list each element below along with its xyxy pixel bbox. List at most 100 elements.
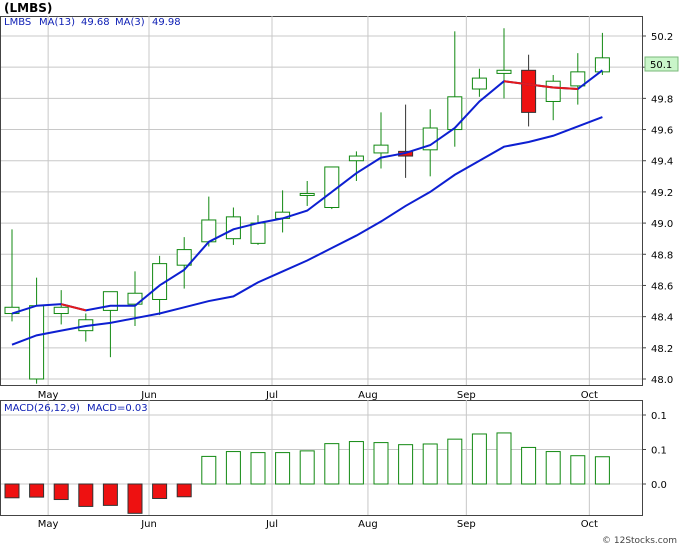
- macd-x-axis: May Jun Jul Aug Sep Oct: [38, 519, 598, 530]
- moving-averages: [11, 69, 604, 346]
- price-legend: LMBS MA(13) 49.68 MA(3) 49.98: [4, 17, 181, 28]
- candle: [201, 196, 217, 247]
- price-x-tick-label: Jul: [265, 390, 278, 401]
- price-y-axis: 48.0 48.2 48.4 48.6 48.8 49.0 49.2 49.4 49.6 49.8…: [642, 32, 673, 386]
- candle: [299, 180, 315, 206]
- candle-body: [447, 96, 463, 131]
- last-price-badge-box: [644, 56, 679, 72]
- candle: [176, 237, 192, 289]
- macd-x-tick-label: May: [38, 519, 59, 530]
- candle-body: [348, 155, 364, 162]
- macd-bar: [521, 446, 537, 485]
- ma13-line: [11, 116, 603, 346]
- macd-x-tick-label: Aug: [358, 519, 378, 530]
- macd-bar: [127, 483, 143, 514]
- price-y-tick-label: 48.0: [651, 375, 673, 386]
- macd-bar: [53, 483, 69, 501]
- price-y-tick-label: 48.2: [651, 344, 673, 355]
- candle: [496, 28, 512, 99]
- macd-bar: [250, 452, 266, 485]
- candle: [348, 151, 364, 181]
- price-panel: 48.0 48.2 48.4 48.6 48.8 49.0 49.2 49.4 49.6 49.8…: [0, 16, 679, 386]
- candle-body: [471, 77, 487, 90]
- price-y-tick-label: 49.6: [651, 126, 673, 137]
- price-y-tick-label: 48.4: [651, 313, 673, 324]
- ma3-down-segment: [503, 80, 578, 91]
- candle: [594, 32, 610, 75]
- last-price-badge-text: 50.1: [650, 60, 672, 71]
- macd-x-tick-label: Jul: [265, 519, 278, 530]
- macd-x-tick-label: Oct: [581, 519, 598, 530]
- macd-bar: [176, 483, 192, 498]
- macd-bar: [373, 442, 389, 485]
- macd-y-axis: 0.1 0.1 0.0: [642, 411, 667, 491]
- price-x-axis: May Jun Jul Aug Sep Oct: [38, 390, 598, 401]
- candle-body: [496, 69, 512, 74]
- price-x-tick-label: Oct: [581, 390, 598, 401]
- price-candles: [4, 28, 610, 384]
- macd-bar: [275, 452, 291, 485]
- candle: [471, 68, 487, 97]
- chart-title: (LMBS): [4, 1, 52, 15]
- macd-bar: [201, 455, 217, 485]
- macd-bar: [152, 483, 168, 499]
- price-y-tick-label: 48.6: [651, 281, 673, 292]
- candle: [53, 290, 69, 325]
- macd-legend-value: MACD=0.03: [87, 403, 148, 414]
- macd-bars: [4, 432, 610, 514]
- price-y-tick-label: 50.2: [651, 32, 673, 43]
- macd-bar: [496, 432, 512, 485]
- candle: [422, 109, 438, 177]
- candle-body: [53, 306, 69, 315]
- macd-bar: [545, 451, 561, 485]
- candle: [373, 112, 389, 169]
- legend-symbol: LMBS: [4, 17, 31, 28]
- price-panel-frame: [0, 16, 643, 386]
- price-x-tick-label: Jun: [140, 390, 157, 401]
- macd-y-tick-label: 0.1: [651, 411, 667, 422]
- legend-ma13-value: 49.68: [81, 17, 110, 28]
- macd-bar: [225, 451, 241, 485]
- price-x-tick-label: Sep: [457, 390, 476, 401]
- ma3-down-segment: [60, 303, 87, 312]
- macd-bar: [78, 483, 94, 507]
- macd-bar: [102, 483, 118, 506]
- candle-body: [299, 192, 315, 196]
- price-y-tick-label: 49.0: [651, 219, 673, 230]
- macd-bar: [299, 450, 315, 485]
- candle-body: [250, 222, 266, 244]
- price-x-tick-label: Aug: [358, 390, 378, 401]
- macd-x-tick-label: Sep: [457, 519, 476, 530]
- macd-x-tick-label: Jun: [140, 519, 157, 530]
- price-y-tick-label: 48.8: [651, 250, 673, 261]
- macd-bar: [324, 443, 340, 485]
- macd-legend: MACD(26,12,9) MACD=0.03: [4, 403, 148, 414]
- price-y-tick-label: 49.4: [651, 157, 673, 168]
- macd-y-tick-label: 0.1: [651, 446, 667, 457]
- macd-bar: [594, 456, 610, 485]
- price-y-tick-label: 49.2: [651, 188, 673, 199]
- macd-legend-params: MACD(26,12,9): [4, 403, 80, 414]
- macd-bar: [398, 444, 414, 485]
- candle: [570, 53, 586, 105]
- candle-body: [521, 69, 537, 113]
- macd-y-tick-label: 0.0: [651, 480, 667, 491]
- macd-bar: [348, 441, 364, 485]
- last-price-badge: 50.1: [644, 56, 679, 72]
- footer-credit: © 12Stocks.com: [602, 536, 677, 546]
- candle: [521, 54, 537, 127]
- macd-bar: [4, 483, 20, 499]
- macd-bar: [570, 455, 586, 485]
- macd-bar: [29, 483, 45, 498]
- price-x-tick-label: May: [38, 390, 59, 401]
- candle-body: [29, 305, 45, 380]
- legend-ma3-label: MA(3): [115, 17, 145, 28]
- price-y-tick-label: 49.8: [651, 94, 673, 105]
- candle-body: [545, 80, 561, 102]
- macd-bar: [471, 433, 487, 485]
- macd-bar: [422, 443, 438, 485]
- candle-body: [422, 127, 438, 151]
- legend-ma3-value: 49.98: [152, 17, 181, 28]
- legend-ma13-label: MA(13): [39, 17, 75, 28]
